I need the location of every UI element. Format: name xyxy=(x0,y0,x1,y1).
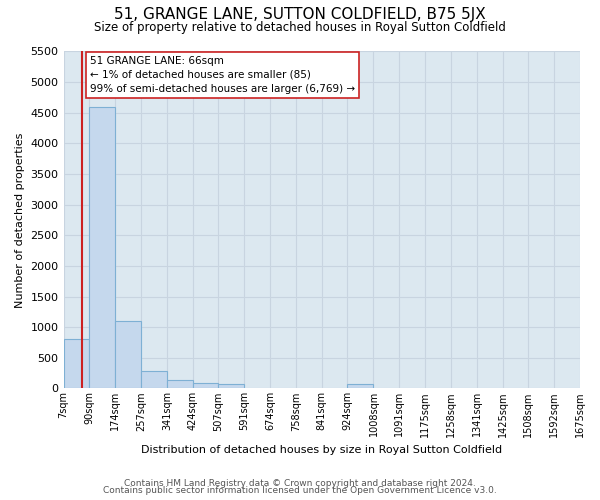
Text: 51, GRANGE LANE, SUTTON COLDFIELD, B75 5JX: 51, GRANGE LANE, SUTTON COLDFIELD, B75 5… xyxy=(114,8,486,22)
Bar xyxy=(141,370,167,388)
X-axis label: Distribution of detached houses by size in Royal Sutton Coldfield: Distribution of detached houses by size … xyxy=(141,445,502,455)
Text: Contains public sector information licensed under the Open Government Licence v3: Contains public sector information licen… xyxy=(103,486,497,495)
Bar xyxy=(115,321,141,388)
Bar xyxy=(193,384,218,388)
Y-axis label: Number of detached properties: Number of detached properties xyxy=(15,132,25,308)
Bar xyxy=(347,384,373,388)
Text: Contains HM Land Registry data © Crown copyright and database right 2024.: Contains HM Land Registry data © Crown c… xyxy=(124,478,476,488)
Bar xyxy=(167,380,193,388)
Text: Size of property relative to detached houses in Royal Sutton Coldfield: Size of property relative to detached ho… xyxy=(94,21,506,34)
Bar xyxy=(218,384,244,388)
Text: 51 GRANGE LANE: 66sqm
← 1% of detached houses are smaller (85)
99% of semi-detac: 51 GRANGE LANE: 66sqm ← 1% of detached h… xyxy=(90,56,355,94)
Bar xyxy=(89,106,115,388)
Bar xyxy=(64,340,89,388)
